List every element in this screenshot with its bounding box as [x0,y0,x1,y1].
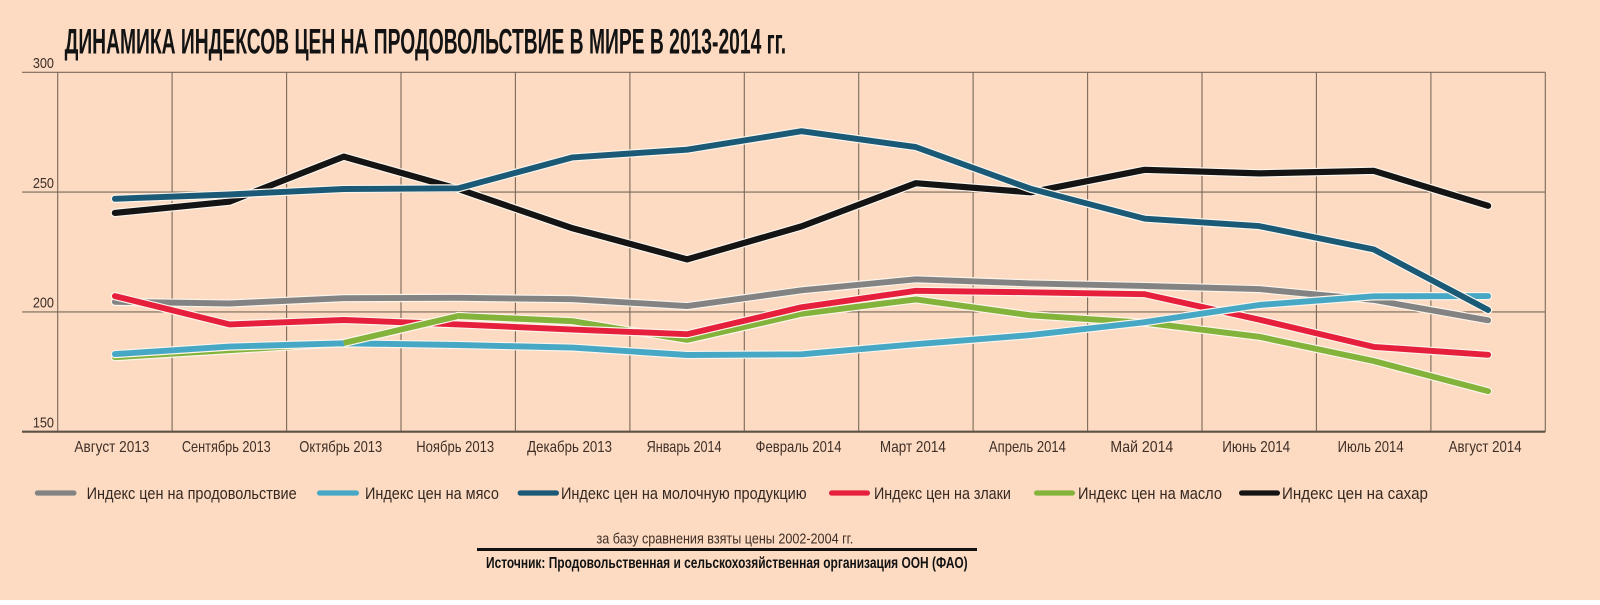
svg-text:Июнь 2014: Июнь 2014 [1222,439,1290,456]
svg-text:Июль 2014: Июль 2014 [1338,439,1404,457]
svg-text:Источник: Продовольственная и: Источник: Продовольственная и сельскохоз… [486,554,968,572]
svg-text:Апрель 2014: Апрель 2014 [989,439,1066,457]
svg-text:Индекс цен на масло: Индекс цен на масло [1078,485,1222,503]
svg-text:Март 2014: Март 2014 [880,439,946,456]
svg-text:150: 150 [33,415,55,431]
svg-text:250: 250 [33,175,55,191]
svg-text:Февраль 2014: Февраль 2014 [756,439,842,457]
svg-text:300: 300 [33,55,55,71]
svg-text:ДИНАМИКА ИНДЕКСОВ ЦЕН НА ПРОДО: ДИНАМИКА ИНДЕКСОВ ЦЕН НА ПРОДОВОЛЬСТВИЕ … [65,22,787,62]
svg-text:Август 2013: Август 2013 [74,439,149,456]
svg-text:за базу сравнения взяты цены 2: за базу сравнения взяты цены 2002-2004 г… [597,531,854,547]
svg-text:Август 2014: Август 2014 [1449,439,1522,456]
svg-text:Индекс цен на мясо: Индекс цен на мясо [365,485,499,503]
svg-text:Сентябрь 2013: Сентябрь 2013 [182,439,271,457]
svg-text:Индекс цен на продовольствие: Индекс цен на продовольствие [87,485,297,503]
svg-text:Декабрь 2013: Декабрь 2013 [527,439,612,456]
svg-text:Индекс цен на молочную продукц: Индекс цен на молочную продукцию [561,485,807,503]
svg-text:Май 2014: Май 2014 [1110,438,1173,456]
svg-text:Индекс цен на злаки: Индекс цен на злаки [874,485,1011,503]
svg-text:200: 200 [33,295,55,311]
svg-text:Индекс цен на сахар: Индекс цен на сахар [1282,486,1428,504]
svg-text:Январь 2014: Январь 2014 [647,439,722,457]
svg-text:Ноябрь 2013: Ноябрь 2013 [416,439,494,457]
svg-text:Октябрь 2013: Октябрь 2013 [299,439,382,457]
